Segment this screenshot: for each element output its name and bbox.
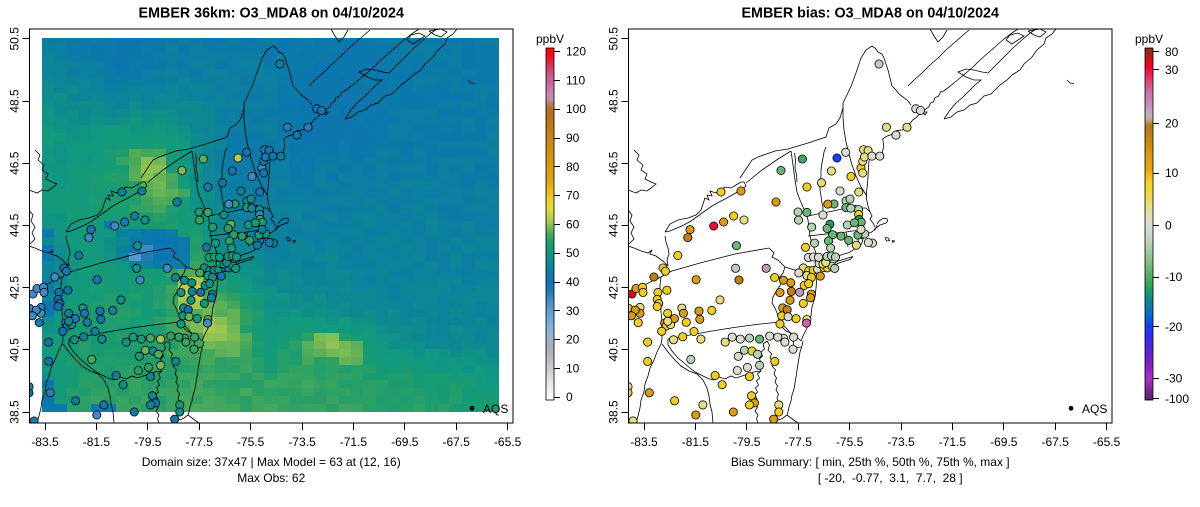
svg-text:-71.5: -71.5 (340, 435, 368, 449)
svg-text:10: 10 (566, 361, 580, 375)
svg-text:40: 40 (566, 275, 580, 289)
svg-text:ppbV: ppbV (536, 32, 564, 46)
svg-text:40.5: 40.5 (8, 338, 22, 362)
svg-text:-79.5: -79.5 (134, 435, 162, 449)
svg-text:0: 0 (566, 390, 573, 404)
svg-text:38.5: 38.5 (607, 400, 621, 424)
svg-text:-77.5: -77.5 (785, 435, 813, 449)
svg-text:20: 20 (566, 333, 580, 347)
svg-text:-69.5: -69.5 (990, 435, 1018, 449)
svg-text:50.5: 50.5 (8, 27, 22, 51)
svg-text:-65.5: -65.5 (494, 435, 522, 449)
svg-text:10: 10 (1165, 166, 1179, 180)
svg-text:46.5: 46.5 (607, 151, 621, 175)
svg-text:Domain size: 37x47 | Max Model: Domain size: 37x47 | Max Model = 63 at (… (142, 455, 401, 469)
svg-text:50: 50 (566, 246, 580, 260)
svg-text:-67.5: -67.5 (443, 435, 471, 449)
svg-text:40.5: 40.5 (607, 338, 621, 362)
svg-text:-81.5: -81.5 (682, 435, 710, 449)
svg-text:48.5: 48.5 (607, 89, 621, 113)
svg-text:-81.5: -81.5 (83, 435, 111, 449)
svg-text:46.5: 46.5 (8, 151, 22, 175)
svg-text:-30: -30 (1165, 372, 1183, 386)
svg-text:-65.5: -65.5 (1093, 435, 1121, 449)
svg-text:-67.5: -67.5 (1042, 435, 1070, 449)
svg-text:AQS: AQS (1082, 402, 1107, 416)
svg-text:-20: -20 (1165, 320, 1183, 334)
svg-text:Max Obs: 62: Max Obs: 62 (237, 471, 305, 485)
svg-text:100: 100 (566, 102, 586, 116)
svg-text:50.5: 50.5 (607, 27, 621, 51)
svg-text:110: 110 (566, 73, 585, 87)
svg-text:-69.5: -69.5 (391, 435, 419, 449)
svg-text:[ -20, -0.77, 3.1, 7.7, 28: [ -20, -0.77, 3.1, 7.7, 28 ] (818, 471, 963, 485)
svg-text:120: 120 (566, 45, 586, 59)
svg-text:44.5: 44.5 (8, 213, 22, 237)
svg-text:30: 30 (1165, 63, 1179, 77)
svg-text:-73.5: -73.5 (887, 435, 915, 449)
svg-text:-100: -100 (1165, 392, 1189, 406)
svg-text:0: 0 (1165, 219, 1172, 233)
svg-text:-71.5: -71.5 (939, 435, 967, 449)
svg-text:80: 80 (1165, 45, 1179, 59)
svg-text:42.5: 42.5 (607, 276, 621, 300)
svg-text:-83.5: -83.5 (630, 435, 658, 449)
svg-text:70: 70 (566, 189, 580, 203)
svg-text:-73.5: -73.5 (288, 435, 316, 449)
svg-text:-75.5: -75.5 (836, 435, 864, 449)
svg-text:-83.5: -83.5 (31, 435, 59, 449)
svg-text:-79.5: -79.5 (733, 435, 761, 449)
svg-text:42.5: 42.5 (8, 276, 22, 300)
svg-text:20: 20 (1165, 117, 1179, 131)
svg-text:80: 80 (566, 160, 580, 174)
svg-text:-77.5: -77.5 (186, 435, 214, 449)
svg-text:38.5: 38.5 (8, 400, 22, 424)
svg-text:48.5: 48.5 (8, 89, 22, 113)
svg-text:-10: -10 (1165, 270, 1183, 284)
svg-text:ppbV: ppbV (1135, 32, 1163, 46)
svg-text:90: 90 (566, 131, 580, 145)
svg-text:60: 60 (566, 217, 580, 231)
svg-text:44.5: 44.5 (607, 213, 621, 237)
svg-text:-75.5: -75.5 (237, 435, 265, 449)
svg-text:Bias Summary: [ min, 25th %, 5: Bias Summary: [ min, 25th %, 50th %, 75t… (731, 455, 1010, 469)
svg-text:EMBER 36km: O3_MDA8 on 04/10/2: EMBER 36km: O3_MDA8 on 04/10/2024 (139, 6, 404, 22)
svg-text:AQS: AQS (483, 402, 508, 416)
svg-text:EMBER bias: O3_MDA8 on 04/10/2: EMBER bias: O3_MDA8 on 04/10/2024 (742, 6, 999, 22)
svg-text:30: 30 (566, 304, 580, 318)
